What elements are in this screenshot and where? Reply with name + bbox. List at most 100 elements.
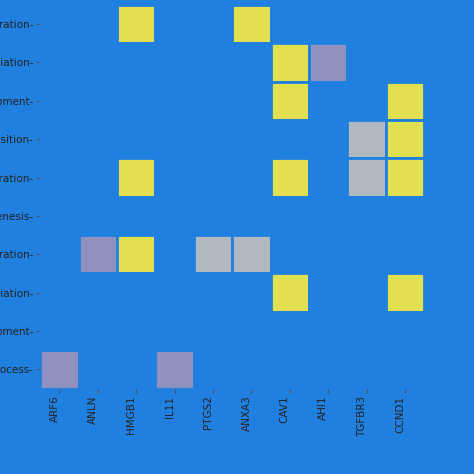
Bar (347, 5, 386, 43)
Bar (271, 235, 309, 273)
Bar (155, 235, 194, 273)
Bar (386, 273, 424, 312)
Bar (232, 5, 271, 43)
Bar (155, 158, 194, 197)
Bar (232, 158, 271, 197)
Bar (40, 43, 79, 82)
Bar (386, 312, 424, 350)
Bar (117, 43, 155, 82)
Bar (271, 5, 309, 43)
Bar (347, 158, 386, 197)
Bar (117, 312, 155, 350)
Bar (155, 197, 194, 235)
Bar (40, 350, 79, 389)
Bar (79, 273, 117, 312)
Bar (194, 82, 232, 120)
Bar (117, 235, 155, 273)
Bar (271, 273, 309, 312)
Bar (347, 43, 386, 82)
Bar (347, 273, 386, 312)
Bar (155, 82, 194, 120)
Bar (309, 273, 347, 312)
Bar (271, 158, 309, 197)
Bar (79, 312, 117, 350)
Bar (40, 158, 79, 197)
Bar (117, 5, 155, 43)
Bar (155, 5, 194, 43)
Bar (117, 350, 155, 389)
Bar (155, 273, 194, 312)
Bar (232, 235, 271, 273)
Bar (40, 82, 79, 120)
Bar (40, 273, 79, 312)
Bar (232, 43, 271, 82)
Bar (386, 43, 424, 82)
Bar (347, 120, 386, 158)
Bar (194, 312, 232, 350)
Bar (155, 43, 194, 82)
Bar (40, 120, 79, 158)
Bar (347, 312, 386, 350)
Bar (386, 5, 424, 43)
Bar (347, 82, 386, 120)
Bar (271, 43, 309, 82)
Bar (232, 312, 271, 350)
Bar (232, 273, 271, 312)
Bar (386, 82, 424, 120)
Bar (271, 197, 309, 235)
Bar (232, 82, 271, 120)
Bar (79, 235, 117, 273)
Bar (117, 273, 155, 312)
Bar (40, 5, 79, 43)
Bar (194, 235, 232, 273)
Bar (40, 197, 79, 235)
Bar (232, 120, 271, 158)
Bar (309, 5, 347, 43)
Bar (271, 82, 309, 120)
Bar (117, 120, 155, 158)
Bar (155, 350, 194, 389)
Bar (79, 120, 117, 158)
Bar (155, 312, 194, 350)
Bar (79, 158, 117, 197)
Bar (309, 43, 347, 82)
Bar (386, 120, 424, 158)
Bar (309, 158, 347, 197)
Bar (155, 120, 194, 158)
Bar (386, 235, 424, 273)
Bar (271, 120, 309, 158)
Bar (271, 350, 309, 389)
Bar (40, 312, 79, 350)
Bar (309, 120, 347, 158)
Bar (194, 158, 232, 197)
Bar (117, 197, 155, 235)
Bar (79, 5, 117, 43)
Bar (194, 43, 232, 82)
Bar (309, 312, 347, 350)
Bar (79, 197, 117, 235)
Bar (40, 235, 79, 273)
Bar (232, 350, 271, 389)
Bar (194, 5, 232, 43)
Bar (347, 350, 386, 389)
Bar (386, 158, 424, 197)
Bar (194, 120, 232, 158)
Bar (194, 273, 232, 312)
Bar (309, 235, 347, 273)
Bar (79, 82, 117, 120)
Bar (194, 197, 232, 235)
Bar (347, 235, 386, 273)
Bar (79, 350, 117, 389)
Bar (117, 82, 155, 120)
Bar (117, 158, 155, 197)
Bar (232, 197, 271, 235)
Bar (79, 43, 117, 82)
Bar (271, 312, 309, 350)
Bar (309, 350, 347, 389)
Bar (347, 197, 386, 235)
Bar (309, 82, 347, 120)
Bar (386, 350, 424, 389)
Bar (386, 197, 424, 235)
Bar (194, 350, 232, 389)
Bar (309, 197, 347, 235)
